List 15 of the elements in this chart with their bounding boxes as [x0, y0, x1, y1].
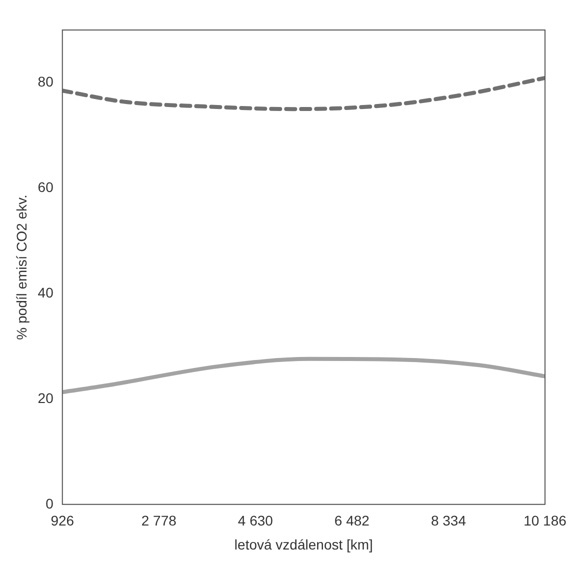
x-tick-label: 10 186 — [524, 512, 567, 529]
y-tick-label: 20 — [38, 390, 54, 406]
y-tick-label: 80 — [38, 74, 54, 90]
x-tick-label: 6 482 — [334, 512, 370, 529]
y-tick-label: 40 — [38, 284, 54, 300]
y-axis-title: % podíl emisí CO2 ekv. — [13, 194, 30, 340]
x-axis-title: letová vzdálenost [km] — [234, 536, 373, 552]
x-tick-label: 8 334 — [430, 512, 466, 529]
x-tick-label: 4 630 — [238, 512, 274, 529]
x-tick-label: 926 — [50, 512, 74, 529]
line-series — [62, 356, 545, 394]
line-series — [62, 76, 545, 112]
x-tick-label: 2 778 — [141, 512, 177, 529]
y-tick-label: 60 — [38, 178, 54, 195]
y-tick-label: 0 — [46, 495, 54, 512]
